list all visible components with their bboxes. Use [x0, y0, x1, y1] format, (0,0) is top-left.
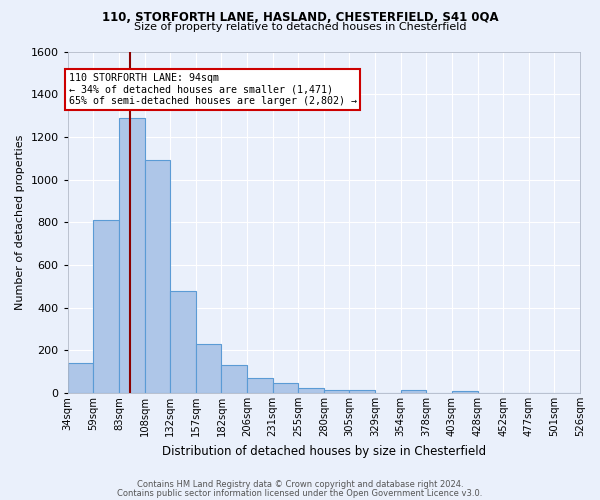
Bar	[221, 366, 247, 393]
Bar	[119, 118, 145, 393]
Bar	[401, 390, 427, 393]
Text: 110, STORFORTH LANE, HASLAND, CHESTERFIELD, S41 0QA: 110, STORFORTH LANE, HASLAND, CHESTERFIE…	[101, 11, 499, 24]
Bar	[247, 378, 272, 393]
Bar	[298, 388, 324, 393]
Y-axis label: Number of detached properties: Number of detached properties	[15, 134, 25, 310]
Text: Contains public sector information licensed under the Open Government Licence v3: Contains public sector information licen…	[118, 488, 482, 498]
Bar	[452, 391, 478, 393]
Text: Contains HM Land Registry data © Crown copyright and database right 2024.: Contains HM Land Registry data © Crown c…	[137, 480, 463, 489]
Bar	[349, 390, 375, 393]
Text: 110 STORFORTH LANE: 94sqm
← 34% of detached houses are smaller (1,471)
65% of se: 110 STORFORTH LANE: 94sqm ← 34% of detac…	[69, 73, 357, 106]
Bar	[196, 344, 221, 393]
Bar	[145, 160, 170, 393]
Bar	[94, 220, 119, 393]
Bar	[324, 390, 349, 393]
Bar	[170, 290, 196, 393]
X-axis label: Distribution of detached houses by size in Chesterfield: Distribution of detached houses by size …	[162, 444, 486, 458]
Bar	[68, 363, 94, 393]
Bar	[272, 384, 298, 393]
Text: Size of property relative to detached houses in Chesterfield: Size of property relative to detached ho…	[134, 22, 466, 32]
